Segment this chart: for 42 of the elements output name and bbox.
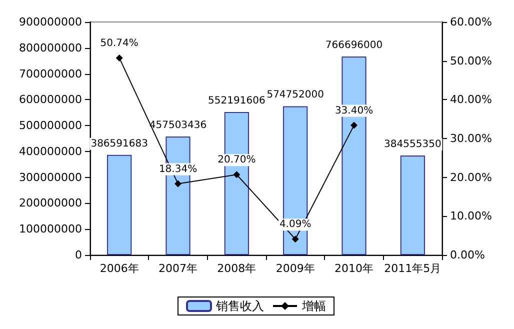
y2-tick-label: 60.00%: [450, 16, 492, 28]
x-tick-label: 2011年5月: [384, 262, 442, 275]
x-tick-label: 2007年: [158, 262, 198, 275]
x-tick-label: 2010年: [334, 262, 374, 275]
y-tick-label: 0: [75, 248, 82, 262]
data-label: 552191606: [208, 96, 266, 107]
y-tick-label: 900000000: [19, 16, 82, 28]
x-tick-label: 2009年: [276, 262, 315, 275]
data-label: 50.74%: [100, 38, 138, 49]
data-label: 766696000: [325, 40, 383, 52]
point: [116, 54, 123, 62]
data-label: 18.34%: [158, 164, 198, 175]
y2-tick-label: 0.00%: [450, 248, 485, 262]
y-tick-label: 400000000: [19, 144, 82, 158]
y-tick-label: 100000000: [19, 222, 82, 236]
y2-tick-label: 10.00%: [450, 210, 492, 223]
point: [292, 236, 299, 243]
data-label: 4.09%: [279, 219, 312, 230]
y-tick-label: 800000000: [19, 41, 82, 54]
legend-label: 增幅: [301, 299, 326, 313]
data-label: 20.70%: [218, 154, 256, 166]
y-tick-label: 700000000: [19, 67, 82, 80]
point: [233, 171, 240, 178]
point: [350, 122, 358, 129]
y2-tick-label: 20.00%: [450, 170, 492, 184]
y-tick-label: 500000000: [19, 119, 82, 132]
y2-tick-label: 30.00%: [450, 132, 492, 145]
x-tick-label: 2006年: [100, 262, 139, 275]
y-tick-label: 600000000: [19, 93, 82, 106]
x-tick-label: 2008年: [217, 262, 256, 275]
bar: [107, 154, 132, 255]
bar: [400, 155, 425, 255]
legend-label: 销售收入: [215, 299, 264, 313]
y-tick-label: 200000000: [19, 196, 82, 210]
data-label: 384555350: [384, 138, 442, 150]
data-label: 386591683: [90, 138, 148, 150]
y-tick-label: 300000000: [19, 170, 82, 184]
point: [174, 180, 182, 188]
y2-tick-label: 50.00%: [450, 54, 492, 68]
data-label: 33.40%: [334, 105, 374, 116]
y2-tick-label: 40.00%: [450, 93, 492, 106]
data-label: 574752000: [266, 90, 324, 101]
